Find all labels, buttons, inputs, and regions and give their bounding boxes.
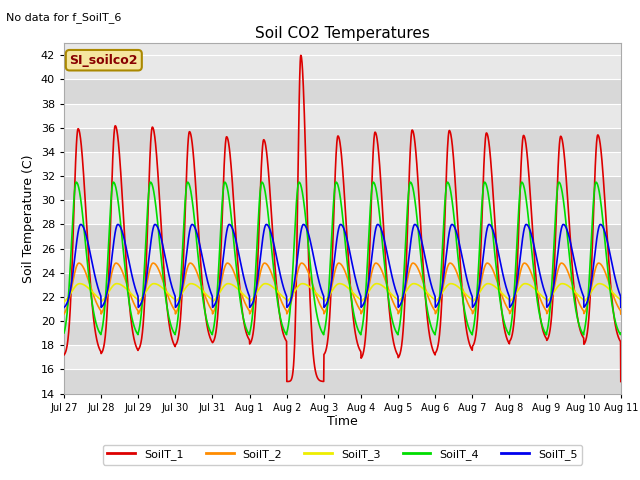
Bar: [64, 249, 621, 273]
Bar: [64, 370, 621, 394]
Bar: [64, 345, 621, 370]
Bar: [64, 128, 621, 152]
Text: No data for f_SoilT_6: No data for f_SoilT_6: [6, 12, 122, 23]
Legend: SoilT_1, SoilT_2, SoilT_3, SoilT_4, SoilT_5: SoilT_1, SoilT_2, SoilT_3, SoilT_4, Soil…: [103, 444, 582, 465]
Bar: [64, 104, 621, 128]
Bar: [64, 152, 621, 176]
Text: SI_soilco2: SI_soilco2: [70, 54, 138, 67]
Y-axis label: Soil Temperature (C): Soil Temperature (C): [22, 154, 35, 283]
Bar: [64, 55, 621, 80]
Bar: [64, 200, 621, 225]
Bar: [64, 321, 621, 345]
X-axis label: Time: Time: [327, 415, 358, 429]
Title: Soil CO2 Temperatures: Soil CO2 Temperatures: [255, 25, 430, 41]
Bar: [64, 176, 621, 200]
Bar: [64, 297, 621, 321]
Bar: [64, 273, 621, 297]
Bar: [64, 80, 621, 104]
Bar: [64, 225, 621, 249]
